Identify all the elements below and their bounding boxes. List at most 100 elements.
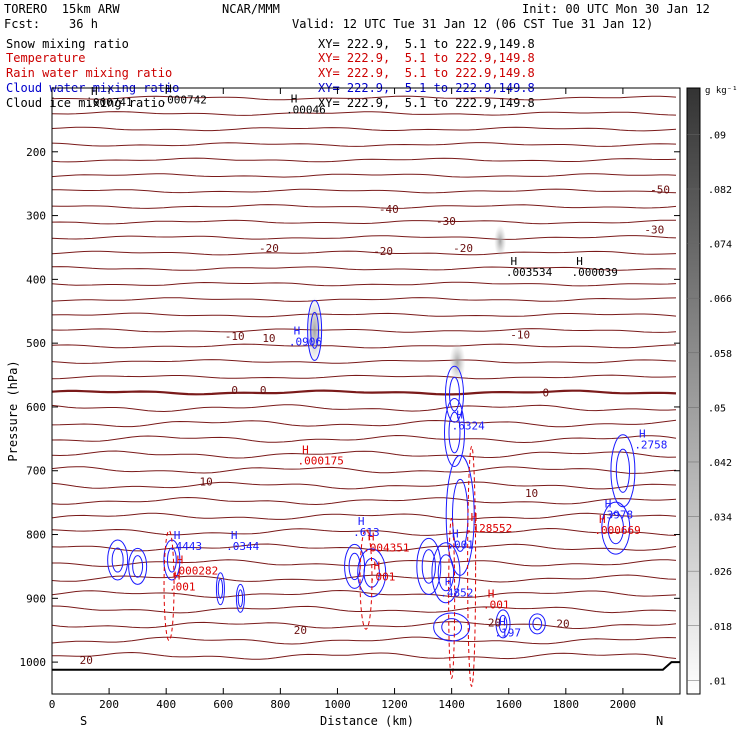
extremum-value: .004351	[363, 542, 409, 555]
colorbar-bar	[686, 87, 701, 695]
y-tick-label: 800	[26, 529, 46, 542]
extremum-value: .000039	[572, 266, 618, 279]
model-title: TORERO 15km ARW	[4, 2, 120, 16]
x-end-label-north: N	[656, 714, 664, 728]
extremum-marker: H	[599, 513, 606, 526]
extremum-marker: H	[576, 255, 583, 268]
ice-shading	[306, 296, 323, 365]
x-tick-label: 1800	[553, 698, 580, 711]
extremum-value: .000282	[172, 565, 218, 578]
temperature-label: 10	[525, 487, 538, 500]
isotherm-line	[51, 343, 677, 349]
extremum-value: .000175	[297, 454, 343, 467]
isotherm-line	[51, 359, 677, 364]
x-end-label-south: S	[80, 714, 88, 728]
extremum-marker: H	[445, 575, 452, 588]
isotherm-line	[51, 621, 677, 630]
temperature-label: 0	[260, 384, 267, 397]
extremum-value: .4852	[440, 586, 473, 599]
extremum-value: .001	[369, 570, 396, 583]
cloud-water-contour	[421, 549, 436, 584]
valid-time: Valid: 12 UTC Tue 31 Jan 12 (06 CST Tue …	[292, 17, 654, 31]
cloud-water-contour	[215, 572, 225, 606]
extremum-value: .001	[169, 581, 196, 594]
y-tick-label: 300	[26, 210, 46, 223]
cloud-water-contour	[433, 612, 471, 642]
extremum-marker: H	[488, 588, 495, 601]
colorbar-tick-label: .058	[708, 349, 732, 360]
y-tick-label: 600	[26, 401, 46, 414]
colorbar-tick-label: .082	[708, 185, 732, 196]
cloud-water-contour	[498, 614, 508, 633]
x-tick-label: 1600	[495, 698, 522, 711]
isotherm-line	[51, 173, 677, 178]
extremum-value: .3978	[600, 509, 633, 522]
cloud-water-contour	[441, 618, 463, 636]
temperature-label: 20	[294, 624, 307, 637]
isotherm-line	[51, 389, 677, 396]
colorbar-tick-label: .018	[708, 622, 732, 633]
temperature-label: 0	[543, 387, 550, 400]
cloud-water-contour	[615, 448, 631, 493]
cloud-water-contour	[217, 578, 224, 599]
isotherm-line	[51, 235, 677, 240]
extremum-marker: H	[165, 82, 172, 95]
forecast-hour: Fcst: 36 h	[4, 17, 98, 31]
temperature-label: -10	[225, 330, 245, 343]
isotherm-line	[51, 450, 677, 459]
y-tick-label: 400	[26, 273, 46, 286]
legend-label-rain: Rain water mixing ratio	[6, 66, 173, 80]
extremum-value: .001	[483, 599, 510, 612]
x-tick-label: 0	[49, 698, 56, 711]
legend-xy-cloud-ice: XY= 222.9, 5.1 to 222.9,149.8	[318, 96, 535, 110]
extremum-value: .003534	[506, 266, 553, 279]
extremum-marker: H	[294, 325, 301, 338]
colorbar-tick-label: .09	[708, 130, 726, 141]
temperature-label: 0	[231, 384, 238, 397]
extremum-value: .613	[353, 526, 380, 539]
legend-label-snow: Snow mixing ratio	[6, 37, 129, 51]
extremum-marker: H	[177, 554, 184, 567]
cloud-water-contour	[107, 539, 129, 581]
extremum-value: .0906	[289, 336, 322, 349]
isotherm-line	[51, 434, 677, 444]
isotherm-line	[51, 496, 677, 506]
extremum-value: .000741	[86, 96, 132, 109]
extremum-value: .000742	[160, 93, 206, 106]
isotherm-line	[51, 481, 677, 490]
cloud-water-contour	[344, 543, 366, 589]
y-tick-label: 1000	[20, 656, 47, 669]
cloud-water-contour	[532, 617, 543, 631]
ice-shading	[449, 342, 466, 383]
legend-xy-temperature: XY= 222.9, 5.1 to 222.9,149.8	[318, 51, 535, 65]
isotherm-line	[52, 188, 677, 194]
extremum-value: .00046	[286, 104, 326, 117]
x-tick-label: 400	[156, 698, 176, 711]
ground-line	[52, 661, 680, 671]
cloud-water-contour	[310, 311, 319, 349]
isotherm-line	[51, 266, 677, 271]
ice-shading	[494, 225, 507, 258]
isotherm-line	[51, 142, 677, 147]
extremum-value: .000669	[594, 524, 640, 537]
extremum-value: .128552	[466, 522, 512, 535]
cloud-water-contour	[166, 547, 177, 573]
cloud-water-contour	[307, 299, 323, 361]
temperature-label: -20	[453, 242, 473, 255]
cloud-water-contour	[495, 609, 511, 639]
isotherm-line	[51, 219, 677, 225]
colorbar-tick-label: .042	[708, 458, 732, 469]
isotherm-line	[51, 466, 677, 474]
extremum-marker: H	[499, 616, 506, 629]
legend-label-cloud-ice: Cloud ice mixing ratio	[6, 96, 165, 110]
isotherm-line	[51, 589, 677, 598]
isotherm-line	[51, 281, 677, 287]
temperature-label: 10	[200, 475, 213, 488]
temperature-label: -30	[436, 215, 456, 228]
colorbar-unit: g kg⁻¹	[705, 86, 738, 96]
temperature-label: 20	[80, 654, 93, 667]
cloud-water-contour	[443, 397, 465, 467]
legend-xy-rain: XY= 222.9, 5.1 to 222.9,149.8	[318, 66, 535, 80]
plot-frame	[51, 87, 681, 695]
y-axis-title: Pressure (hPa)	[6, 360, 20, 462]
